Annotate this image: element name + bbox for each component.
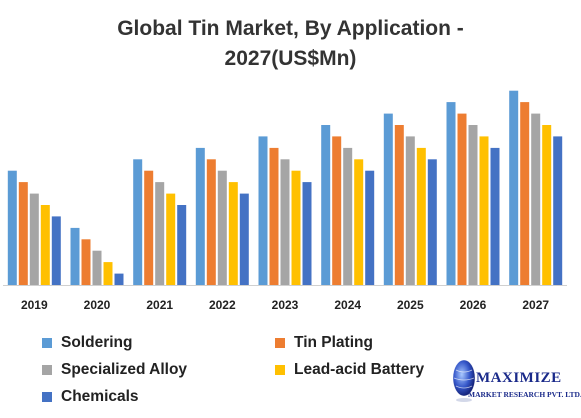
x-tick-label-2026: 2026 (460, 298, 487, 312)
legend-label-specialized-alloy: Specialized Alloy (61, 361, 188, 378)
bar-specialized-alloy-2024 (343, 147, 353, 285)
bar-soldering-2025 (383, 113, 393, 285)
bar-specialized-alloy-2023 (280, 159, 290, 285)
bar-tin-plating-2020 (81, 239, 91, 285)
chart-title-line-1: Global Tin Market, By Application - (117, 17, 464, 40)
legend-swatch-soldering (42, 338, 52, 348)
bar-lead-acid-battery-2020 (103, 262, 113, 285)
legend-swatch-tin-plating (275, 338, 285, 348)
bar-lead-acid-battery-2025 (416, 147, 426, 285)
bar-lead-acid-battery-2027 (542, 125, 552, 285)
bar-soldering-2021 (133, 159, 143, 285)
legend-swatch-chemicals (42, 392, 52, 402)
legend-item-tin-plating: Tin Plating (275, 332, 373, 354)
bar-tin-plating-2026 (457, 113, 467, 285)
x-tick-label-2020: 2020 (84, 298, 111, 312)
bar-lead-acid-battery-2024 (354, 159, 364, 285)
logo-name: MAXIMIZE (476, 370, 562, 386)
bar-soldering-2023 (258, 136, 268, 285)
chart-title-line-2: 2027(US$Mn) (224, 47, 357, 70)
chart-legend: Soldering Tin Plating Specialized Alloy … (42, 330, 442, 414)
legend-swatch-lead-acid-battery (275, 365, 285, 375)
legend-item-lead-acid-battery: Lead-acid Battery (275, 359, 424, 381)
legend-item-soldering: Soldering (42, 332, 132, 354)
bar-specialized-alloy-2021 (155, 182, 165, 285)
bar-soldering-2022 (195, 147, 205, 285)
logo-subtitle: MARKET RESEARCH PVT. LTD. (468, 390, 581, 399)
bar-soldering-2026 (446, 102, 456, 285)
bar-lead-acid-battery-2026 (479, 136, 489, 285)
bar-soldering-2027 (509, 90, 519, 285)
chart-title: Global Tin Market, By Application - 2027… (0, 14, 581, 74)
bar-specialized-alloy-2027 (531, 113, 541, 285)
x-tick-label-2019: 2019 (21, 298, 48, 312)
bar-tin-plating-2021 (144, 170, 154, 285)
bar-tin-plating-2022 (206, 159, 216, 285)
bar-chemicals-2024 (365, 170, 375, 285)
bar-specialized-alloy-2026 (468, 125, 478, 285)
bar-soldering-2020 (70, 227, 80, 285)
bar-tin-plating-2025 (394, 125, 404, 285)
bar-chemicals-2027 (553, 136, 563, 285)
bar-tin-plating-2024 (332, 136, 342, 285)
legend-swatch-specialized-alloy (42, 365, 52, 375)
bar-chart: 2019 2020 2021 2022 2023 2024 2025 2026 2027 (3, 90, 567, 312)
legend-label-tin-plating: Tin Plating (294, 334, 373, 351)
legend-item-specialized-alloy: Specialized Alloy (42, 359, 187, 381)
bar-specialized-alloy-2019 (29, 193, 39, 285)
legend-label-chemicals: Chemicals (61, 388, 139, 405)
bar-lead-acid-battery-2023 (291, 170, 301, 285)
bar-tin-plating-2027 (520, 102, 530, 285)
bar-specialized-alloy-2022 (217, 170, 227, 285)
x-tick-label-2027: 2027 (522, 298, 549, 312)
bar-specialized-alloy-2020 (92, 250, 102, 285)
company-logo: MAXIMIZE MARKET RESEARCH PVT. LTD. (452, 356, 581, 412)
bar-lead-acid-battery-2021 (166, 193, 176, 285)
bar-lead-acid-battery-2022 (228, 182, 238, 285)
bar-chemicals-2019 (51, 216, 61, 285)
bar-soldering-2024 (321, 125, 331, 285)
bar-lead-acid-battery-2019 (40, 205, 50, 285)
x-tick-label-2023: 2023 (272, 298, 299, 312)
x-tick-label-2022: 2022 (209, 298, 236, 312)
bar-chemicals-2020 (114, 273, 124, 285)
x-tick-label-2024: 2024 (334, 298, 361, 312)
bar-soldering-2019 (7, 170, 17, 285)
legend-label-soldering: Soldering (61, 334, 133, 351)
bar-chemicals-2026 (490, 147, 500, 285)
legend-label-lead-acid-battery: Lead-acid Battery (294, 361, 425, 378)
bar-tin-plating-2023 (269, 147, 279, 285)
legend-item-chemicals: Chemicals (42, 386, 139, 408)
x-tick-label-2021: 2021 (146, 298, 173, 312)
bar-tin-plating-2019 (18, 182, 28, 285)
x-tick-label-2025: 2025 (397, 298, 424, 312)
bar-chemicals-2021 (177, 205, 187, 285)
bar-chemicals-2025 (427, 159, 437, 285)
bar-chemicals-2023 (302, 182, 312, 285)
globe-logo-icon (452, 359, 476, 402)
bar-chemicals-2022 (239, 193, 249, 285)
bar-specialized-alloy-2025 (405, 136, 415, 285)
